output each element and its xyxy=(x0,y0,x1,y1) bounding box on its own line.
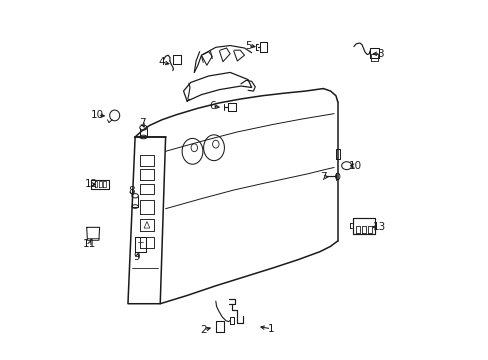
Text: 10: 10 xyxy=(91,111,104,121)
Text: 10: 10 xyxy=(348,161,362,171)
Text: 2: 2 xyxy=(200,325,206,335)
Text: 7: 7 xyxy=(320,172,326,182)
Text: 1: 1 xyxy=(267,324,274,334)
Text: 12: 12 xyxy=(84,179,98,189)
Text: 7: 7 xyxy=(139,118,145,128)
Text: 3: 3 xyxy=(377,49,383,59)
Text: 5: 5 xyxy=(244,41,251,50)
Text: 13: 13 xyxy=(371,222,385,232)
Text: 11: 11 xyxy=(83,239,96,249)
Text: 4: 4 xyxy=(159,57,165,67)
Text: 6: 6 xyxy=(208,102,215,112)
Text: 8: 8 xyxy=(128,186,135,197)
Text: 9: 9 xyxy=(133,252,140,262)
